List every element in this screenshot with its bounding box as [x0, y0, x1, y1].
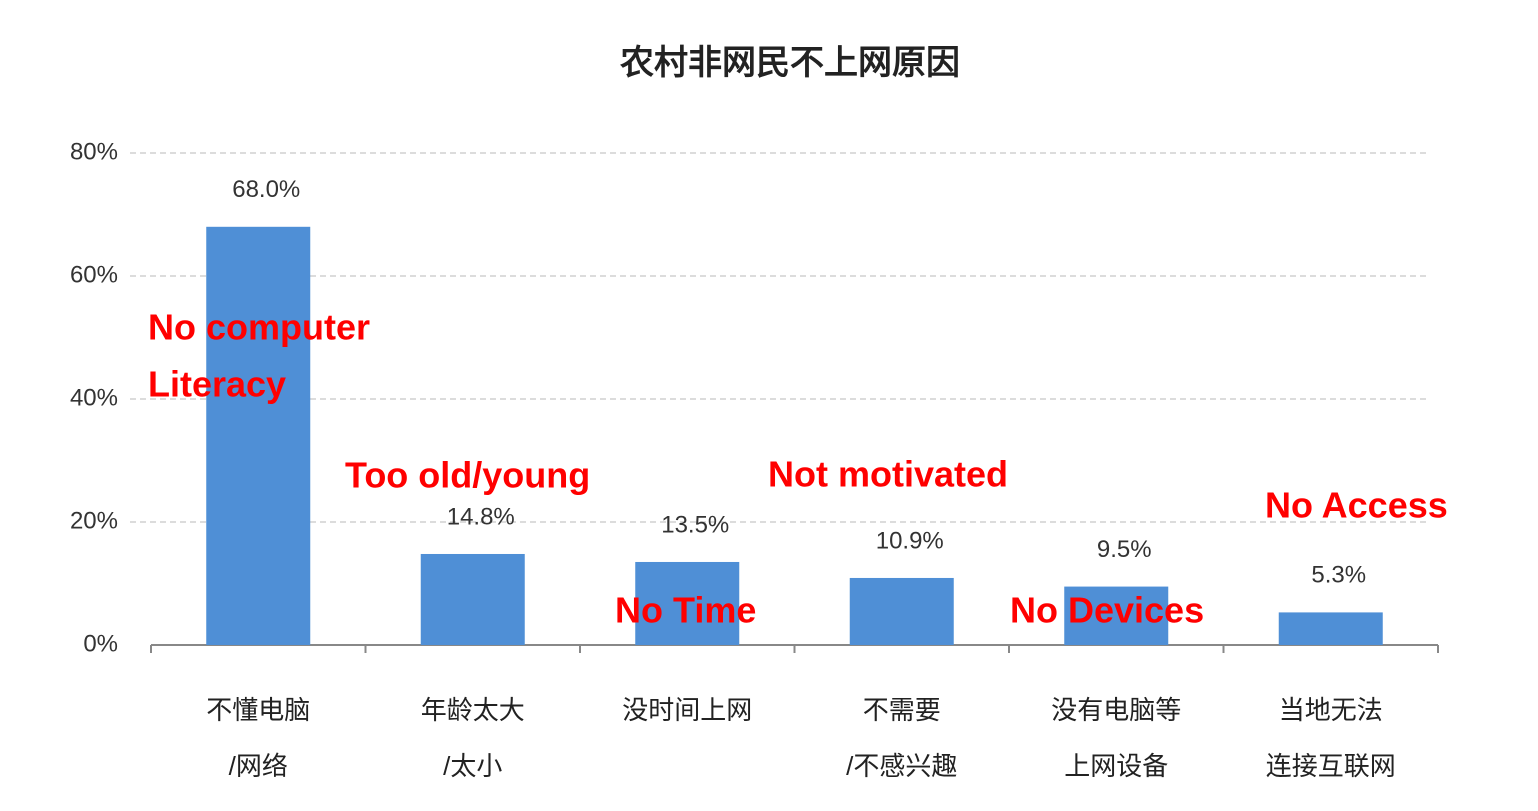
x-tick-label: /不感兴趣 [846, 751, 957, 781]
value-label: 5.3% [1311, 562, 1366, 589]
value-label: 13.5% [661, 511, 729, 538]
bar [849, 577, 954, 645]
annotation: Not motivated [768, 454, 1008, 495]
bar [420, 553, 525, 645]
y-tick-label: 80% [70, 138, 118, 165]
y-tick-label: 60% [70, 261, 118, 288]
value-label: 14.8% [447, 503, 515, 530]
annotation: Too old/young [345, 455, 590, 496]
y-tick-label: 20% [70, 507, 118, 534]
annotation: No Time [615, 590, 756, 631]
x-tick-label: 上网设备 [1064, 751, 1168, 781]
annotation: No Access [1265, 485, 1448, 526]
annotation: No Devices [1010, 590, 1204, 631]
x-tick-label: 当地无法 [1279, 695, 1383, 725]
annotation: Literacy [148, 364, 286, 405]
value-label: 10.9% [876, 527, 944, 554]
bar [1278, 612, 1383, 645]
x-tick-label: /网络 [229, 751, 288, 781]
x-tick-label: 没时间上网 [622, 695, 752, 725]
x-tick-label: 年龄太大 [421, 695, 525, 725]
y-tick-label: 0% [83, 630, 118, 657]
value-label: 9.5% [1097, 536, 1152, 563]
x-tick-label: 连接互联网 [1266, 751, 1396, 781]
x-tick-label: 不需要 [863, 695, 941, 725]
value-label: 68.0% [232, 176, 300, 203]
x-tick-label: 没有电脑等 [1051, 695, 1181, 725]
chart-title: 农村非网民不上网原因 [620, 44, 960, 82]
bar [1064, 586, 1169, 645]
annotation: No computer [148, 307, 370, 348]
x-tick-label: /太小 [443, 751, 502, 781]
y-tick-label: 40% [70, 384, 118, 411]
bar [635, 561, 740, 645]
bar [206, 226, 311, 646]
x-tick-label: 不懂电脑 [206, 695, 310, 725]
